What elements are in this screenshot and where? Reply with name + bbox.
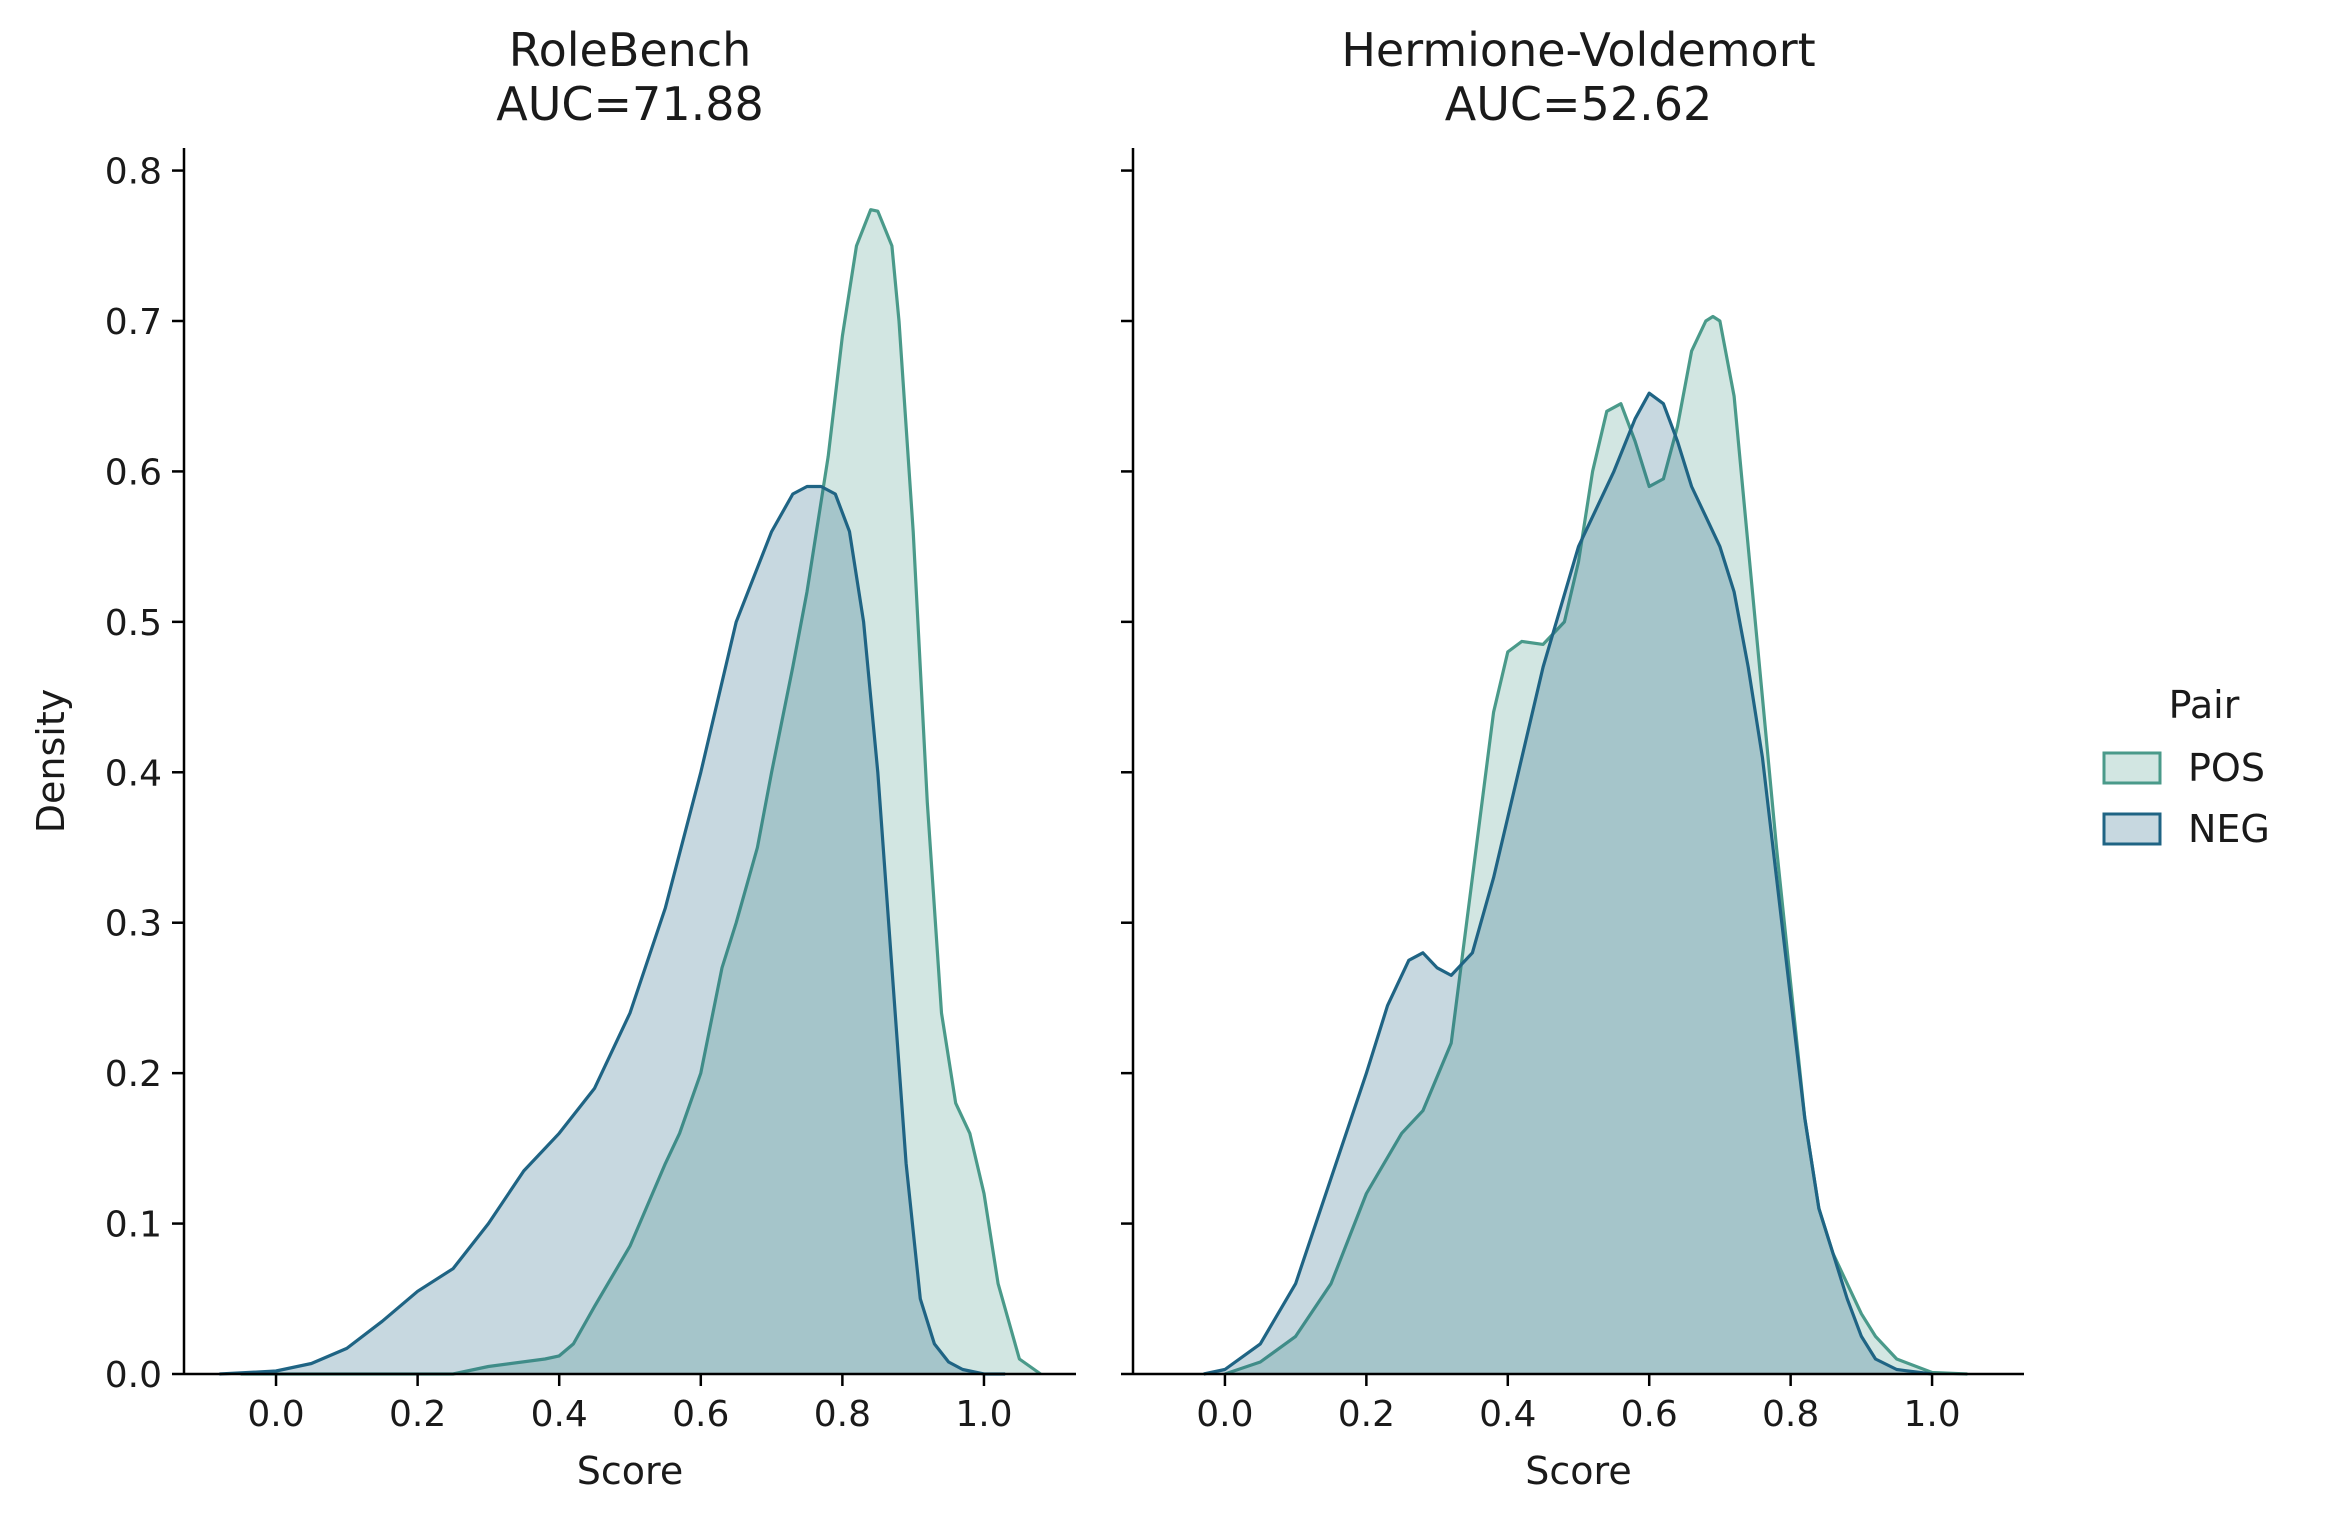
x-tick-label-rolebench: 0.8	[814, 1394, 871, 1435]
panel-title-rolebench-line-1: RoleBench	[509, 23, 752, 77]
x-tick-label-hermione-voldemort: 0.4	[1479, 1394, 1536, 1435]
x-tick-label-rolebench: 0.4	[531, 1394, 588, 1435]
y-axis-label-rolebench: Density	[29, 689, 73, 833]
x-tick-label-hermione-voldemort: 1.0	[1903, 1394, 1960, 1435]
y-tick-label-rolebench: 0.7	[105, 302, 162, 343]
x-tick-label-hermione-voldemort: 0.2	[1338, 1394, 1395, 1435]
x-axis-label-rolebench: Score	[577, 1449, 683, 1493]
x-tick-label-hermione-voldemort: 0.8	[1762, 1394, 1819, 1435]
density-line-neg-rolebench	[219, 484, 1006, 1376]
density-line-neg-hermione-voldemort	[1203, 391, 1933, 1376]
density-area-neg-rolebench	[219, 486, 1006, 1374]
x-tick-label-rolebench: 0.2	[389, 1394, 446, 1435]
panel-title-hermione-voldemort-line-2: AUC=52.62	[1445, 77, 1713, 131]
y-tick-label-rolebench: 0.0	[105, 1355, 162, 1396]
y-tick-label-rolebench: 0.2	[105, 1054, 162, 1095]
legend-title: Pair	[2169, 683, 2240, 727]
y-tick-label-rolebench: 0.1	[105, 1205, 162, 1246]
density-area-pos-rolebench	[240, 209, 1041, 1375]
y-tick-label-rolebench: 0.4	[105, 753, 162, 794]
legend-swatch-pos	[2102, 751, 2162, 785]
legend: Pair POS NEG	[2102, 683, 2270, 851]
x-tick-label-rolebench: 0.0	[247, 1394, 304, 1435]
density-area-neg-hermione-voldemort	[1203, 393, 1933, 1374]
y-tick-label-rolebench: 0.6	[105, 452, 162, 493]
x-tick-label-rolebench: 1.0	[955, 1394, 1012, 1435]
x-tick-label-hermione-voldemort: 0.0	[1196, 1394, 1253, 1435]
legend-label-pos: POS	[2188, 746, 2265, 790]
x-tick-label-hermione-voldemort: 0.6	[1621, 1394, 1678, 1435]
panel-title-rolebench-line-2: AUC=71.88	[496, 77, 764, 131]
legend-label-neg: NEG	[2188, 807, 2270, 851]
x-axis-label-hermione-voldemort: Score	[1525, 1449, 1631, 1493]
y-tick-label-rolebench: 0.3	[105, 904, 162, 945]
density-line-pos-rolebench	[240, 208, 1042, 1376]
legend-swatch-neg	[2102, 812, 2162, 846]
y-tick-label-rolebench: 0.5	[105, 603, 162, 644]
x-tick-label-rolebench: 0.6	[672, 1394, 729, 1435]
panel-title-hermione-voldemort-line-1: Hermione-Voldemort	[1341, 23, 1815, 77]
density-area-pos-hermione-voldemort	[1224, 316, 1968, 1374]
y-tick-label-rolebench: 0.8	[105, 152, 162, 193]
